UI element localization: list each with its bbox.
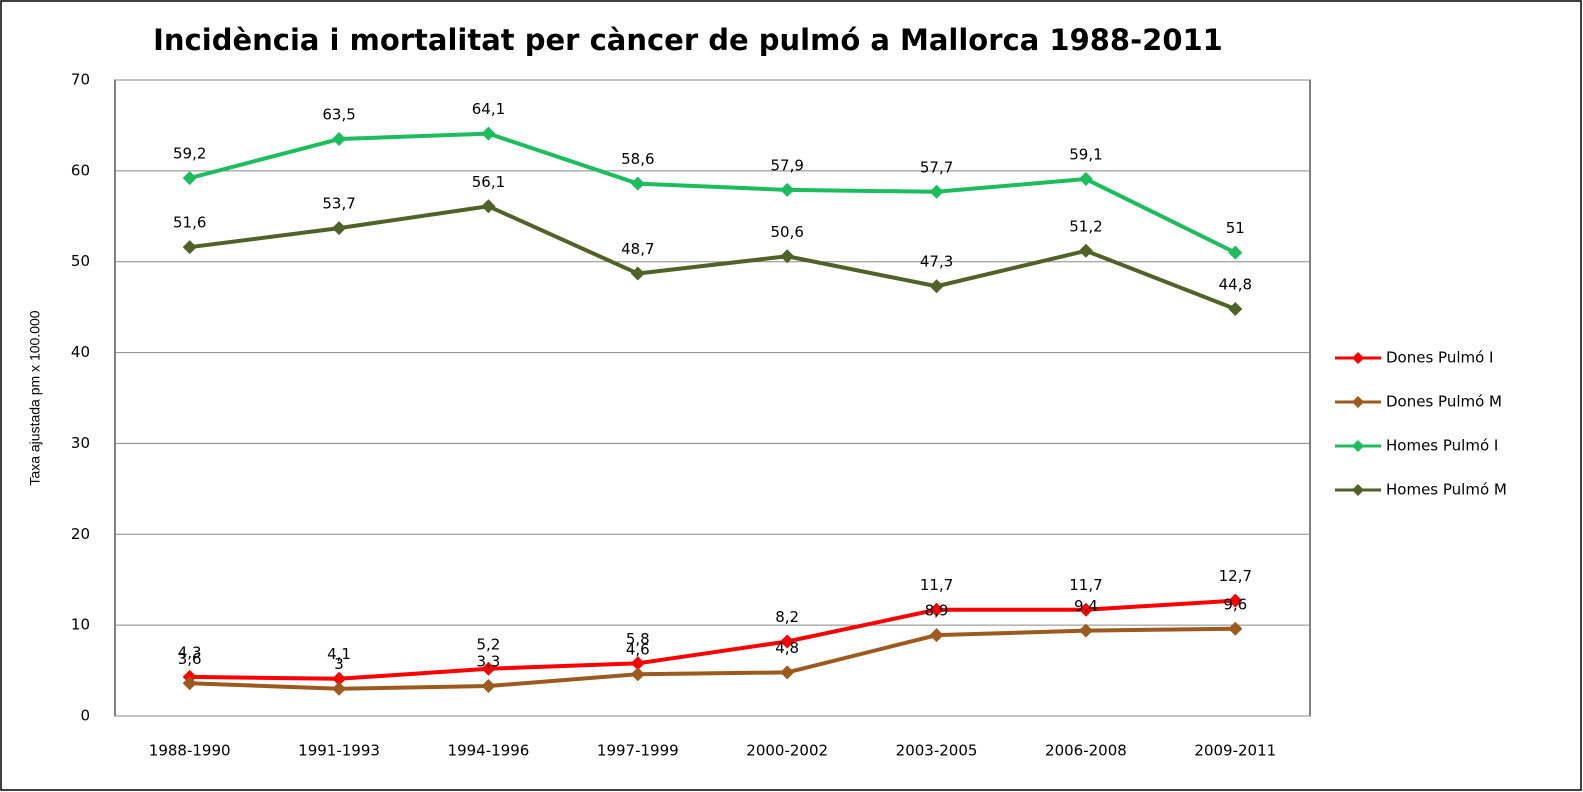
data-label: 9,6 (1223, 595, 1247, 613)
chart-title: Incidència i mortalitat per càncer de pu… (153, 23, 1223, 57)
marker (1078, 602, 1093, 617)
data-label: 4,8 (775, 639, 799, 657)
y-tick-label: 20 (71, 525, 90, 543)
y-tick-label: 40 (71, 343, 90, 361)
data-label: 47,3 (920, 253, 953, 271)
data-label: 4,3 (178, 643, 202, 661)
marker (182, 171, 197, 186)
data-label: 8,9 (925, 602, 949, 620)
marker (1078, 172, 1093, 187)
legend-marker (1352, 484, 1364, 496)
data-label: 3,6 (178, 650, 202, 668)
marker (481, 679, 496, 694)
data-label: 57,9 (770, 156, 803, 174)
data-label: 11,7 (1069, 576, 1102, 594)
marker (481, 661, 496, 676)
data-label: 4,1 (327, 645, 351, 663)
legend-marker (1352, 352, 1364, 364)
marker (1228, 593, 1243, 608)
y-tick-label: 30 (71, 434, 90, 452)
data-label: 56,1 (472, 173, 505, 191)
marker (182, 240, 197, 255)
data-label: 44,8 (1219, 275, 1252, 293)
marker (332, 681, 347, 696)
marker (1078, 623, 1093, 638)
marker (780, 182, 795, 197)
x-tick-label: 1991-1993 (298, 742, 380, 760)
y-tick-label: 50 (71, 252, 90, 270)
x-tick-label: 1997-1999 (597, 742, 679, 760)
x-tick-label: 2009-2011 (1194, 742, 1276, 760)
marker (780, 665, 795, 680)
marker (332, 221, 347, 236)
marker (630, 667, 645, 682)
data-label: 9,4 (1074, 597, 1098, 615)
series-line (189, 204, 1237, 311)
marker (332, 132, 347, 147)
data-label: 51,2 (1069, 217, 1102, 235)
marker (1228, 301, 1243, 316)
data-label: 5,8 (626, 630, 650, 648)
data-label: 53,7 (322, 195, 355, 213)
marker (780, 634, 795, 649)
marker (182, 676, 197, 691)
marker (630, 266, 645, 281)
data-label: 11,7 (920, 576, 953, 594)
marker (1228, 245, 1243, 260)
data-label: 63,5 (322, 106, 355, 124)
marker (929, 602, 944, 617)
legend-label: Dones Pulmó I (1386, 349, 1493, 367)
x-tick-label: 1994-1996 (448, 742, 530, 760)
marker (630, 656, 645, 671)
y-tick-label: 0 (80, 707, 90, 725)
data-label: 48,7 (621, 240, 654, 258)
marker (332, 671, 347, 686)
legend-marker (1352, 440, 1364, 452)
marker (1228, 621, 1243, 636)
x-tick-label: 1988-1990 (149, 742, 231, 760)
legend-label: Dones Pulmó M (1386, 393, 1502, 411)
x-tick-label: 2006-2008 (1045, 742, 1127, 760)
data-label: 50,6 (770, 223, 803, 241)
series-line (189, 598, 1236, 681)
data-label: 3,3 (477, 653, 501, 671)
series-line (189, 131, 1237, 255)
data-label: 3 (334, 655, 344, 673)
data-label: 57,7 (920, 158, 953, 176)
x-tick-label: 2003-2005 (896, 742, 978, 760)
data-label: 4,6 (626, 641, 650, 659)
data-label: 51,6 (173, 214, 206, 232)
marker (481, 126, 496, 141)
legend-label: Homes Pulmó M (1386, 481, 1507, 499)
legend-marker (1352, 396, 1364, 408)
marker (481, 199, 496, 214)
series-line (189, 626, 1236, 691)
data-label: 51 (1226, 219, 1245, 237)
data-label: 59,1 (1069, 146, 1102, 164)
legend-label: Homes Pulmó I (1386, 437, 1498, 455)
y-tick-label: 60 (71, 161, 90, 179)
y-tick-label: 70 (71, 71, 90, 89)
data-label: 64,1 (472, 100, 505, 118)
data-label: 5,2 (477, 635, 501, 653)
y-tick-label: 10 (71, 616, 90, 634)
data-label: 59,2 (173, 145, 206, 163)
marker (929, 184, 944, 199)
marker (929, 628, 944, 643)
marker (630, 176, 645, 191)
marker (929, 279, 944, 294)
data-label: 8,2 (775, 608, 799, 626)
data-label: 12,7 (1219, 567, 1252, 585)
marker (1078, 243, 1093, 258)
marker (780, 249, 795, 264)
x-tick-label: 2000-2002 (746, 742, 828, 760)
data-label: 58,6 (621, 150, 654, 168)
y-axis-label: Taxa ajustada pm x 100.000 (27, 310, 43, 485)
